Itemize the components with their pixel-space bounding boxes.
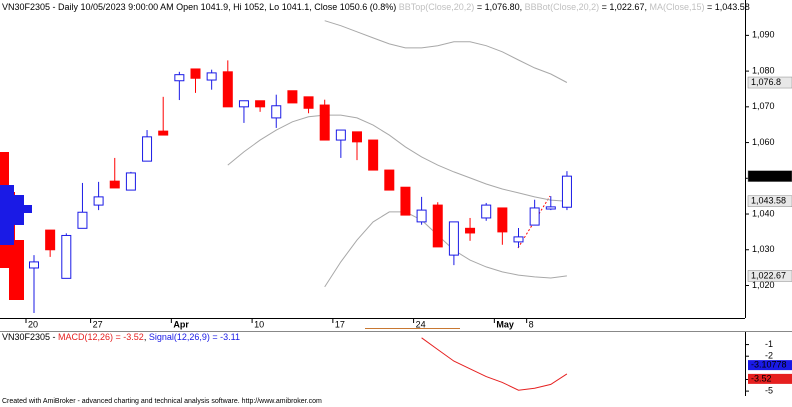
macd-title: VN30F2305 - MACD(12,26) = -3.52, Signal(… <box>2 332 240 342</box>
candle-body <box>303 96 314 109</box>
candle-body <box>238 100 249 108</box>
candle-body <box>206 72 217 81</box>
macd-y-tick-label: -5 <box>765 385 773 395</box>
profile-bar <box>9 192 15 300</box>
title-part: = 1,043.58 <box>704 2 749 12</box>
profile-bar <box>14 195 24 225</box>
profile-bar <box>24 205 32 213</box>
x-tick-label: 24 <box>416 319 426 329</box>
candle-body <box>448 221 459 256</box>
macd-title-part: , <box>144 332 149 342</box>
macd-marker-label: -3.10778 <box>751 359 787 369</box>
title-part: MA(Close,15) <box>649 2 704 12</box>
candle-body <box>29 261 39 269</box>
title-part: BBTop(Close,20,2) <box>399 2 475 12</box>
macd-title-part: Signal(12,26,9) = -3.11 <box>149 332 240 342</box>
candle-body <box>158 130 169 136</box>
price-marker-label: 1,043.58 <box>751 196 786 206</box>
candle-body <box>190 68 201 79</box>
y-tick-label: 1,070 <box>752 101 775 111</box>
overlay-line <box>324 20 568 83</box>
x-tick-label: 8 <box>529 319 534 329</box>
candle-body <box>384 169 395 191</box>
y-tick-label: 1,020 <box>752 280 775 290</box>
macd-y-tick-label: -2 <box>765 351 773 361</box>
macd-line <box>421 337 568 391</box>
candle-body <box>174 74 185 82</box>
candle-body <box>561 175 572 208</box>
profile-bar <box>15 240 24 300</box>
footer: Created with AmiBroker - advanced charti… <box>2 398 322 405</box>
candle-body <box>287 90 298 104</box>
candle-body <box>529 207 540 226</box>
volume-profile <box>0 152 32 300</box>
x-tick-label: May <box>496 319 514 329</box>
candle-body <box>545 206 556 210</box>
x-tick-label: 10 <box>254 319 264 329</box>
candle-body <box>109 180 120 189</box>
candle-body <box>93 196 104 206</box>
price-marker-box <box>747 76 792 89</box>
candle-body <box>271 105 282 119</box>
candle-body <box>432 204 443 248</box>
x-tick-label: 27 <box>93 319 103 329</box>
candle-body <box>319 104 330 141</box>
candle-body <box>465 227 476 234</box>
candle-body <box>497 207 508 233</box>
candle-body <box>222 71 233 108</box>
candle-body <box>142 136 153 162</box>
x-tick-label: 17 <box>335 319 345 329</box>
x-tick-label: 20 <box>28 319 38 329</box>
candle-body <box>513 236 524 243</box>
candle-body <box>400 186 411 216</box>
y-tick-label: 1,090 <box>752 30 775 40</box>
price-marker-label: 1,076.8 <box>751 77 781 87</box>
title-part: = 1,022.67, <box>599 2 649 12</box>
overlay-line <box>227 114 567 202</box>
candle-body <box>125 172 136 191</box>
title-part: BBBot(Close,20,2) <box>525 2 600 12</box>
x-tick-label: Apr <box>173 319 189 329</box>
macd-y-tick-label: -1 <box>765 339 773 349</box>
price-marker-label: 1,022.67 <box>751 270 786 280</box>
title-part: VN30F2305 - Daily 10/05/2023 9:00:00 AM … <box>2 2 399 12</box>
candle-body <box>77 211 88 229</box>
candle-body <box>368 139 379 171</box>
price-marker-box <box>747 270 792 282</box>
overlay-line <box>324 211 567 288</box>
candle-body <box>45 229 56 251</box>
price-marker-box <box>747 195 792 207</box>
macd-marker-box <box>748 360 792 371</box>
y-tick-label: 1,040 <box>752 208 775 218</box>
macd-title-part: VN30F2305 - <box>2 332 58 342</box>
price-marker-label: 1,050.6 <box>751 171 781 181</box>
title-part: = 1,076.80, <box>474 2 524 12</box>
macd-marker-label: -3.52 <box>751 373 772 383</box>
candle-body <box>416 209 427 223</box>
y-tick-label: 1,030 <box>752 244 775 254</box>
profile-bar <box>0 185 14 245</box>
y-tick-label: 1,060 <box>752 137 775 147</box>
price-marker-box <box>747 170 792 182</box>
macd-title-part: MACD(12,26) = -3.52 <box>58 332 144 342</box>
candle-body <box>335 129 346 141</box>
y-tick-label: 1,080 <box>752 65 775 75</box>
candle-body <box>481 204 492 219</box>
candle-body <box>61 234 72 279</box>
candle-body <box>352 131 362 143</box>
candle-body <box>255 100 266 108</box>
macd-marker-box <box>748 373 792 384</box>
chart-title: VN30F2305 - Daily 10/05/2023 9:00:00 AM … <box>2 2 750 12</box>
